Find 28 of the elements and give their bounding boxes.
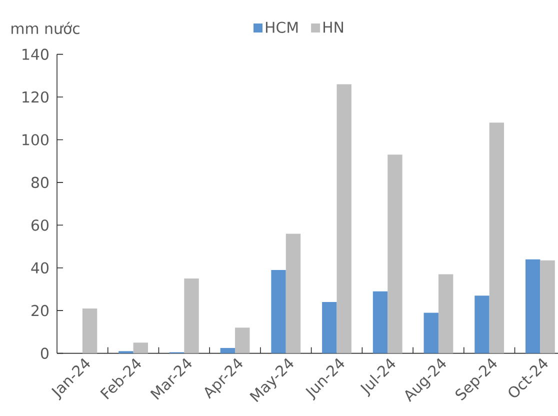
y-tick-label: 60 [32,220,48,231]
y-tick-label: 20 [32,304,48,316]
bar [235,328,250,354]
y-tick-label: 0 [40,348,48,359]
bar [424,312,438,354]
bar [489,122,504,354]
legend-label: HN [324,22,343,33]
bar [133,342,148,354]
y-tick-label: 80 [31,176,48,188]
bar [322,302,337,354]
y-tick-label: 120 [22,91,48,103]
y-tick-label: 140 [22,48,48,60]
bar [336,84,352,354]
bar [438,274,454,354]
legend-label: HCM [266,22,298,33]
bar [474,296,490,354]
bar [372,291,388,354]
bar [540,260,555,354]
bar [388,154,402,354]
bar [271,270,286,354]
bar [82,308,98,354]
y-axis-title: mm nước [12,22,80,34]
bar [184,278,199,354]
y-tick-label: 40 [31,262,48,274]
y-tick-label: 100 [22,134,48,146]
bar [525,259,540,354]
bar [286,234,301,354]
bar [220,348,236,354]
